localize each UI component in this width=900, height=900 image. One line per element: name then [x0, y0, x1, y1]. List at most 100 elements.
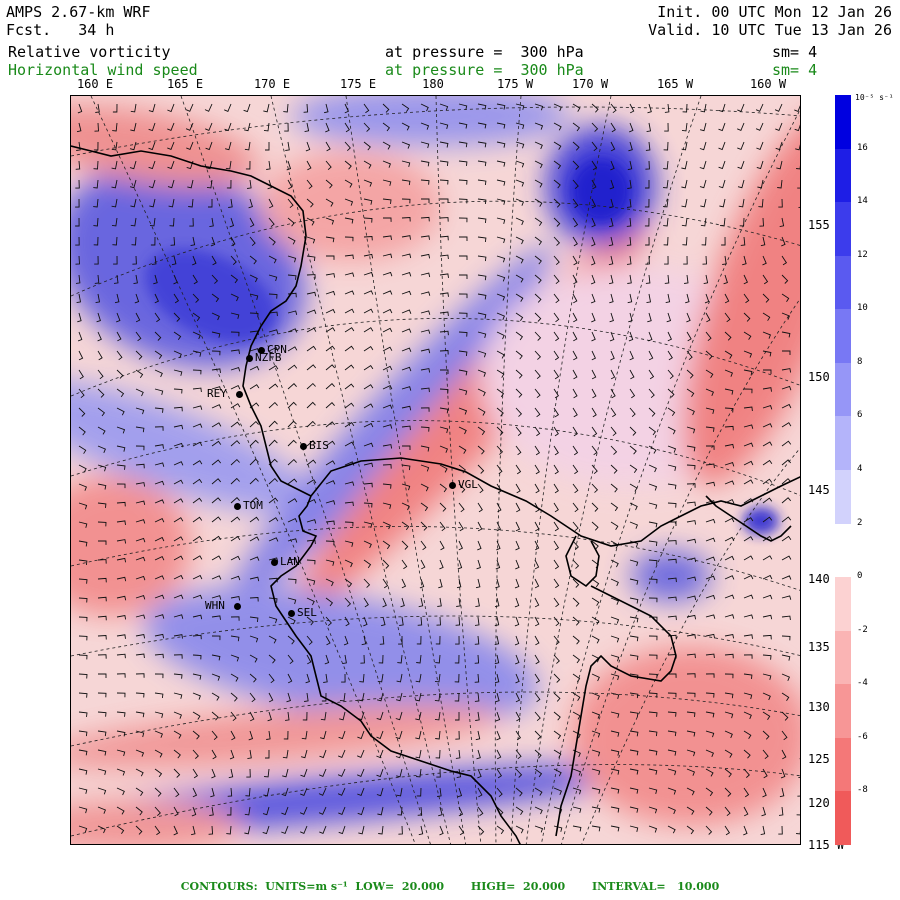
wind-barb: [319, 730, 327, 740]
wind-barb: [173, 574, 184, 580]
wind-barb: [648, 692, 658, 698]
wind-barb: [420, 426, 430, 432]
wind-barb: [743, 673, 753, 679]
wind-barb: [610, 559, 619, 568]
wind-barb: [705, 575, 716, 581]
wind-barb: [287, 458, 297, 466]
wind-barb: [705, 445, 715, 450]
wind-barb: [724, 425, 734, 431]
wind-barb: [363, 122, 371, 132]
wind-barb: [610, 597, 619, 605]
wind-barb: [265, 750, 270, 759]
wind-barb: [325, 122, 330, 133]
colorbar-tick-label: 10: [857, 303, 868, 314]
wind-barb: [319, 749, 327, 759]
wind-barb: [226, 825, 232, 835]
wind-barb: [211, 368, 221, 373]
wind-barb: [648, 559, 658, 565]
wind-barb: [681, 217, 688, 227]
wind-barb: [266, 730, 271, 740]
wind-barb: [153, 274, 158, 285]
wind-barb: [648, 407, 656, 417]
wind-barb: [344, 616, 350, 627]
field1-name: Relative vorticity: [8, 43, 171, 61]
wind-barb: [97, 559, 107, 564]
wind-barb: [420, 160, 430, 167]
wind-barb: [363, 290, 374, 295]
wind-barb: [415, 730, 422, 740]
wind-barb: [192, 730, 200, 740]
wind-barb: [476, 749, 481, 760]
wind-barb: [458, 388, 468, 396]
wind-barb: [135, 768, 144, 777]
station-marker: [449, 482, 456, 489]
wind-barb: [415, 673, 422, 683]
wind-barb: [173, 768, 181, 778]
wind-barb: [192, 497, 203, 504]
wind-barb: [496, 293, 506, 301]
wind-barb: [686, 426, 696, 434]
wind-barb: [737, 141, 745, 150]
wind-barb: [437, 597, 442, 607]
wind-barb: [740, 236, 746, 246]
wind-barb: [382, 578, 389, 589]
wind-barb: [113, 274, 119, 284]
wind-barb: [477, 806, 484, 817]
wind-barb: [434, 711, 441, 721]
wind-barb: [724, 388, 734, 395]
wind-barb: [591, 407, 597, 418]
wind-barb: [284, 122, 289, 132]
wind-barb: [112, 122, 118, 132]
wind-barb: [781, 478, 792, 485]
wind-barb: [515, 806, 524, 816]
wind-barb: [192, 711, 201, 720]
wind-barb: [794, 105, 800, 112]
wind-barb: [78, 407, 86, 417]
wind-barb: [610, 673, 620, 681]
wind-barb: [667, 787, 677, 795]
wind-barb: [96, 312, 101, 323]
wind-barb: [591, 331, 596, 342]
wind-barb: [667, 483, 677, 490]
wind-barb: [572, 711, 581, 720]
wind-barb: [645, 160, 650, 170]
wind-barb: [306, 274, 316, 279]
wind-barb: [173, 730, 182, 739]
wind-barb: [382, 502, 392, 510]
wind-barb: [454, 692, 460, 702]
wind-barb: [609, 198, 614, 209]
wind-barb: [458, 825, 465, 836]
wind-barb: [398, 825, 403, 835]
wind-barb: [534, 483, 540, 494]
wind-barb: [135, 749, 145, 757]
wind-barb: [762, 441, 773, 447]
wind-barb: [739, 217, 745, 227]
wind-barb: [534, 540, 540, 551]
wind-barb: [496, 464, 503, 475]
wind-barb: [762, 350, 772, 357]
wind-barb: [323, 673, 328, 683]
wind-barb: [173, 406, 183, 412]
wind-barb: [135, 537, 146, 543]
wind-barb: [287, 558, 297, 564]
wind-barb: [534, 160, 543, 169]
wind-barb: [477, 445, 485, 455]
wind-barb: [686, 350, 693, 361]
wind-barb: [78, 464, 87, 473]
wind-barb: [306, 236, 316, 244]
wind-barb: [380, 616, 386, 627]
wind-barb: [325, 255, 335, 260]
wind-barb: [572, 578, 580, 588]
wind-barb: [287, 274, 297, 280]
wind-barb: [648, 730, 658, 737]
wind-barb: [781, 749, 787, 760]
wind-barb: [534, 749, 542, 759]
wind-barb: [572, 445, 579, 456]
wind-barb: [553, 521, 560, 532]
wind-barb: [192, 768, 199, 779]
wind-barb: [230, 385, 241, 390]
wind-barb: [496, 426, 504, 436]
wind-barb: [553, 578, 560, 589]
wind-barb: [78, 692, 88, 698]
station-label: SEL: [297, 606, 317, 619]
